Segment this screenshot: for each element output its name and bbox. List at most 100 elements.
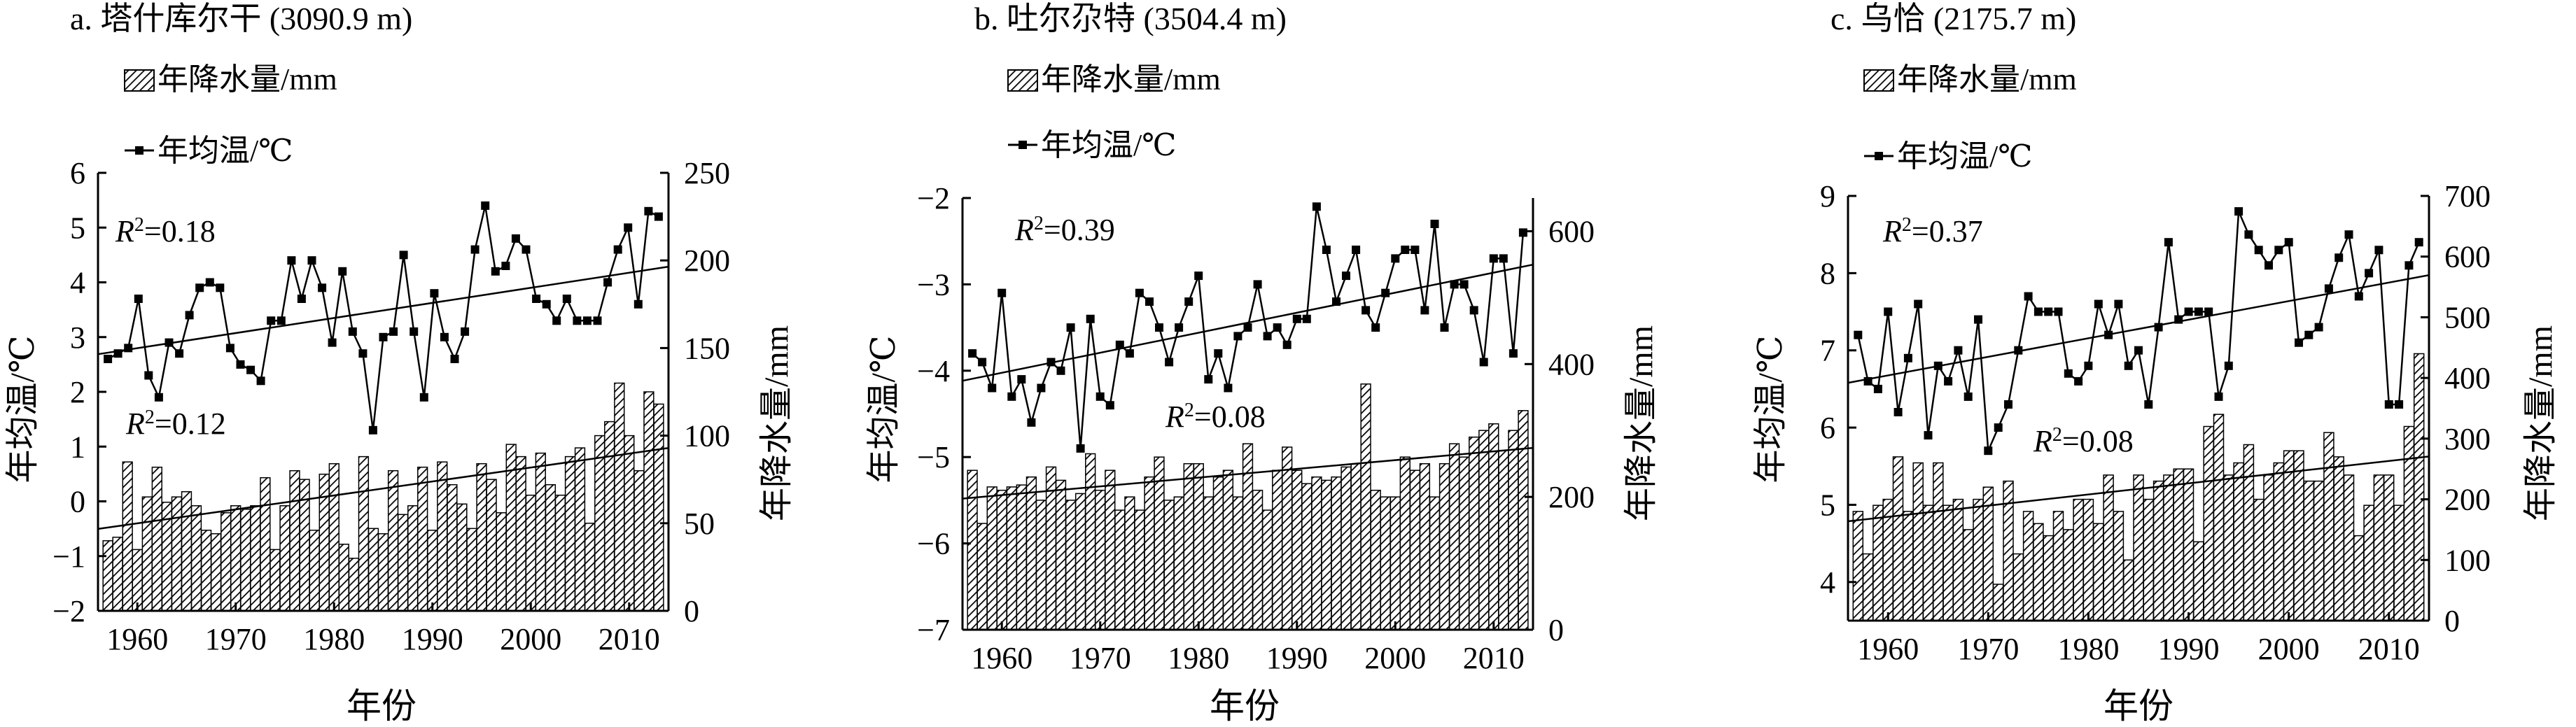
r2-temp-label: R2=0.39 [1014,213,1115,248]
legend-temp-marker [1018,141,1027,149]
precip-bar [2353,535,2365,621]
precip-bar [2152,480,2164,621]
temp-point [2114,299,2123,309]
precip-bar [1272,470,1283,630]
temp-point [185,311,194,320]
precip-bar [1124,496,1135,630]
temp-point [2274,246,2283,255]
temp-point [379,332,388,341]
precip-bar [1488,423,1499,630]
precip-bar [2203,425,2214,621]
precip-bar [1409,470,1421,630]
precip-bar [1035,500,1047,630]
precip-bar [2082,498,2094,621]
temp-point [644,206,653,216]
temp-point [1489,254,1498,263]
temp-point [450,355,459,363]
temp-point [1499,254,1508,263]
precip-bar [594,435,606,612]
precip-bar [1261,509,1273,630]
temp-point [2414,238,2423,247]
y-left-tick-label: 5 [70,211,85,245]
precip-bar [1862,553,1874,621]
precip-bar [2163,474,2174,621]
y-left-tick-label: 2 [70,375,85,409]
precip-bar [614,382,625,612]
temp-point [1342,271,1350,281]
y-left-tick-label: 6 [70,156,85,190]
precip-bar [1498,449,1509,630]
precip-bar [967,470,978,630]
precip-bar [2223,474,2234,621]
precip-bar [2243,444,2255,621]
precip-bar [1982,486,1994,621]
temp-point [997,288,1007,297]
temp-point [2365,269,2374,278]
precip-bar [2343,474,2355,621]
precip-bar [476,463,487,612]
precip-bar [1203,496,1214,630]
precip-bar [1872,504,1884,621]
precip-bar [1134,509,1145,630]
temp-point [287,256,296,265]
temp-point [501,262,510,270]
temp-point [2033,307,2043,316]
y-left-tick-label: 0 [70,485,85,519]
temp-point [1410,246,1420,254]
precip-bar [181,490,192,612]
precip-bar [1232,496,1244,630]
temp-point [144,371,153,380]
x-tick-label: 1980 [2057,632,2119,666]
y-left-tick-label: −4 [917,354,950,388]
x-tick-label: 1960 [971,641,1032,675]
precip-bar [466,528,477,612]
temp-point [154,393,163,402]
x-tick-label: 2010 [1463,641,1525,675]
precip-bar [496,512,507,612]
temp-point [1292,314,1301,323]
temp-point [175,349,184,358]
precip-bar [1085,453,1096,630]
precip-bar [574,447,586,612]
temp-point [1430,220,1439,228]
temp-point [134,295,143,303]
temp-point [1322,246,1331,254]
y-right-tick-label: 300 [2444,422,2491,456]
temp-point [2024,292,2033,301]
plot-area: −2 −1 0 1 2 3 4 5 6 0 50 100 150 200 250 1960 1970 1980 19… [52,156,730,656]
precip-bar [328,463,340,612]
temp-point [2404,261,2414,270]
precip-bar [1321,479,1332,630]
precip-bar [2003,480,2014,621]
temp-point [593,316,602,325]
temp-point [2354,292,2363,301]
precip-bar [604,421,615,612]
precip-bar [1429,496,1441,630]
temp-point [2295,338,2303,347]
legend-temp-label: 年均温/℃ [1897,139,2032,174]
precip-bar [270,549,281,612]
precip-bar [348,558,360,612]
temp-point [552,316,561,325]
precip-bar [200,530,212,612]
temp-point [2314,323,2323,332]
x-tick-label: 2010 [2358,632,2420,666]
x-tick-label: 1990 [402,622,463,656]
x-tick-label: 1980 [1168,641,1229,675]
precip-bar [2273,462,2285,621]
precip-bar [240,509,251,612]
y-left-tick-label: −3 [917,267,950,302]
precip-bar [1340,466,1352,630]
precip-bar [210,533,222,612]
precip-bar [1222,470,1234,630]
precip-bar [1852,511,1864,621]
temp-point [2264,261,2273,270]
y-right-tick-label: 600 [1548,214,1595,248]
temp-point [2184,307,2193,316]
precip-bar [2173,468,2184,621]
temp-point [1450,280,1459,289]
temp-point [2164,238,2173,247]
precip-bar [634,470,645,612]
precip-bar [2113,511,2124,621]
temp-point [276,316,286,325]
